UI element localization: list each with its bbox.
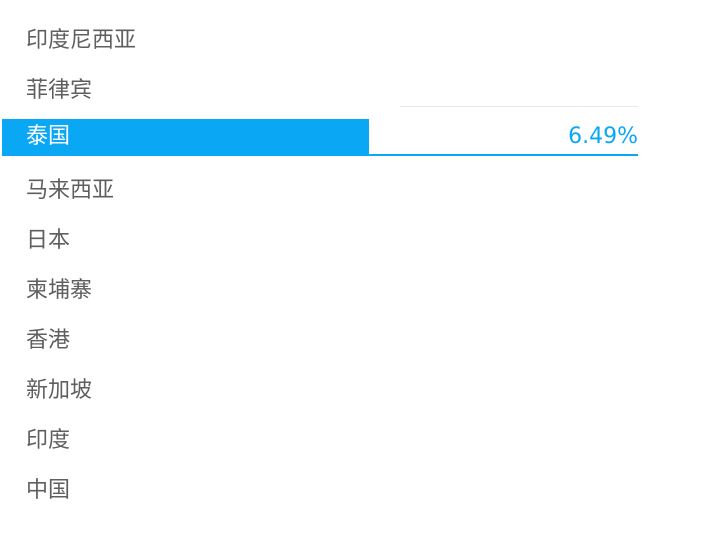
list-item-label: 日本 [26, 228, 71, 253]
divider-line [400, 106, 638, 107]
list-item-selected[interactable]: 泰国 6.49% [0, 115, 720, 165]
list-item[interactable]: 印度 [0, 416, 720, 466]
list-item-label: 泰国 [26, 124, 71, 149]
list-item[interactable]: 新加坡 [0, 366, 720, 416]
list-item[interactable]: 日本 [0, 216, 720, 266]
list-item[interactable]: 菲律宾 [0, 66, 720, 116]
list-item[interactable]: 马来西亚 [0, 166, 720, 216]
list-item[interactable]: 香港 [0, 316, 720, 366]
list-item-label: 中国 [26, 478, 71, 503]
list-item-label: 香港 [26, 328, 71, 353]
list-item-label: 印度尼西亚 [26, 28, 137, 53]
selection-highlight [2, 119, 369, 155]
list-item-label: 菲律宾 [26, 78, 93, 103]
list-item-label: 新加坡 [26, 378, 93, 403]
list-item-label: 柬埔寨 [26, 278, 93, 303]
list-item[interactable]: 印度尼西亚 [0, 16, 720, 66]
list-item[interactable]: 中国 [0, 466, 720, 516]
list-item-label: 印度 [26, 428, 71, 453]
selection-underline [2, 154, 638, 156]
list-item-label: 马来西亚 [26, 178, 115, 203]
list-item-value: 6.49% [568, 124, 638, 149]
list-item[interactable]: 柬埔寨 [0, 266, 720, 316]
